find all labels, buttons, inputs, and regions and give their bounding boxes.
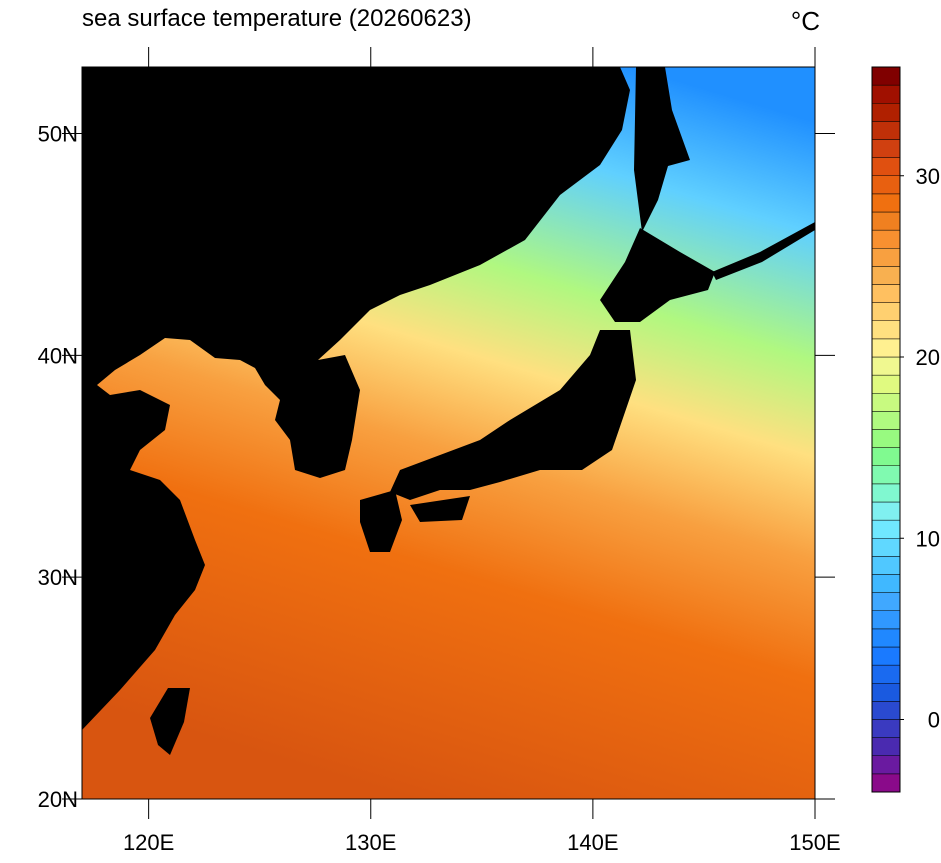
colorbar-segment — [871, 266, 901, 285]
colorbar-segment — [871, 356, 901, 376]
y-tick-label: 50N — [38, 122, 78, 147]
colorbar-segment — [871, 338, 901, 358]
colorbar-segment — [871, 374, 901, 394]
colorbar-segment — [871, 320, 901, 340]
colorbar-segment — [871, 556, 901, 575]
colorbar-segment — [871, 465, 901, 485]
colorbar-tick-label: 0 — [928, 708, 940, 733]
land-kurils — [712, 222, 815, 280]
colorbar-segment — [871, 175, 901, 195]
land-taiwan — [150, 688, 190, 755]
colorbar-tick-label: 20 — [916, 345, 940, 370]
colorbar-segment — [871, 755, 901, 775]
map-area — [82, 67, 815, 799]
colorbar-segment — [871, 538, 901, 557]
colorbar-segment — [871, 664, 901, 684]
colorbar-segment — [871, 121, 901, 140]
colorbar-segment — [871, 84, 901, 104]
colorbar-segment — [871, 610, 901, 630]
unit-label: °C — [791, 6, 820, 36]
colorbar-segment — [871, 66, 901, 86]
colorbar-segment — [871, 211, 901, 231]
axes: 120E 130E 140E 150E 20N 30N 40N 50N — [38, 47, 841, 855]
colorbar-segment — [871, 592, 901, 611]
colorbar-segment — [871, 628, 901, 648]
colorbar-segment — [871, 646, 901, 666]
colorbar: 0 10 20 30 — [871, 66, 940, 793]
map-title: sea surface temperature (20260623) — [82, 5, 472, 32]
land-shikoku — [410, 496, 470, 522]
y-tick-label: 40N — [38, 343, 78, 368]
land-kyushu — [360, 490, 402, 552]
colorbar-segment — [871, 683, 901, 702]
colorbar-tick-label: 10 — [916, 526, 940, 551]
colorbar-segment — [871, 719, 901, 738]
map-frame — [81, 66, 816, 800]
colorbar-segment — [871, 447, 901, 466]
y-tick-label: 30N — [38, 565, 78, 590]
colorbar-segment — [871, 519, 901, 539]
colorbar-tick-label: 30 — [916, 164, 940, 189]
colorbar-segment — [871, 737, 901, 756]
colorbar-frame — [871, 66, 901, 793]
land-mainland — [82, 67, 630, 730]
colorbar-segment — [871, 393, 901, 412]
colorbar-segment — [871, 701, 901, 720]
x-tick-label: 130E — [345, 830, 396, 855]
colorbar-segment — [871, 302, 901, 321]
colorbar-segment — [871, 103, 901, 122]
colorbar-segment — [871, 139, 901, 158]
colorbar-segment — [871, 773, 901, 793]
colorbar-segment — [871, 229, 901, 249]
colorbar-segment — [871, 284, 901, 303]
y-tick-label: 20N — [38, 787, 78, 812]
colorbar-segment — [871, 501, 901, 521]
land-hokkaido — [600, 228, 715, 322]
colorbar-segment — [871, 193, 901, 213]
x-tick-label: 150E — [789, 830, 840, 855]
land-sakhalin — [634, 67, 690, 232]
colorbar-segment — [871, 248, 901, 267]
colorbar-segment — [871, 411, 901, 430]
colorbar-segment — [871, 429, 901, 448]
colorbar-segment — [871, 574, 901, 593]
colorbar-segment — [871, 483, 901, 503]
x-tick-label: 120E — [123, 830, 174, 855]
land-honshu — [390, 330, 636, 500]
colorbar-segment — [871, 157, 901, 176]
x-tick-label: 140E — [567, 830, 618, 855]
